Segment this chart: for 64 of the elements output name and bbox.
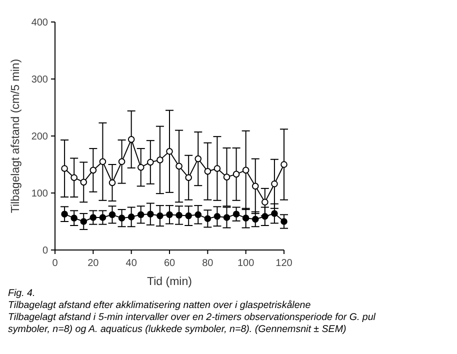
point (156, 156, 164, 164)
x-tick-label: 100 (237, 258, 255, 269)
point (204, 168, 212, 175)
point (70, 214, 78, 222)
y-tick-label: 100 (31, 188, 48, 200)
point (194, 211, 202, 218)
text: Tilbagelagt afstand i 5-min intervaller over en 2-timers observationsperiode for G. pul (8, 312, 376, 323)
point (166, 148, 173, 155)
point (214, 165, 221, 172)
point (280, 218, 288, 225)
point (108, 179, 116, 186)
y-tick-label: 300 (31, 74, 48, 86)
point (185, 212, 192, 220)
point (232, 170, 240, 178)
point (176, 162, 182, 170)
point (90, 214, 97, 221)
point (156, 212, 164, 220)
point (242, 166, 250, 174)
point (80, 178, 88, 186)
point (147, 158, 154, 166)
point (128, 136, 135, 143)
point (223, 174, 230, 180)
point (137, 211, 144, 218)
point (61, 210, 68, 218)
point (185, 174, 192, 182)
point (90, 166, 97, 174)
y-tick-label: 400 (31, 18, 48, 28)
point (214, 212, 221, 220)
point (280, 161, 288, 168)
point (252, 182, 259, 190)
x-tick-label: 120 (276, 258, 293, 269)
x-tick-label: 0 (52, 258, 58, 269)
point (223, 214, 230, 221)
point (118, 214, 126, 222)
x-tick-label: 40 (126, 258, 138, 269)
text: symboler, n=8) og A. aquaticus (lukkede symboler, n=8). (Gennemsnit ± SEM) (8, 324, 346, 335)
y-tick-label: 200 (31, 132, 48, 142)
point (108, 211, 116, 218)
point (99, 214, 106, 221)
point (166, 211, 173, 218)
point (204, 215, 212, 222)
point (80, 218, 88, 225)
point (70, 174, 78, 182)
point (61, 165, 68, 172)
point (128, 214, 135, 220)
x-tick-label: 20 (88, 258, 100, 269)
point (252, 216, 259, 223)
point (194, 155, 202, 162)
point (271, 210, 278, 217)
y-tick-label: 0 (42, 246, 48, 256)
caption: Fig. 4. (8, 288, 36, 299)
x-tick-label: 80 (202, 258, 214, 269)
point (271, 180, 278, 188)
point (147, 210, 154, 218)
point (176, 212, 182, 219)
x-tick-label: 60 (164, 258, 176, 269)
point (99, 158, 106, 166)
x-axis-title: Tid (min) (147, 276, 192, 288)
point (232, 210, 240, 218)
point (242, 214, 250, 222)
y-axis-title: Tilbagelagt afstand (cm/5 min) (10, 58, 22, 214)
point (118, 158, 126, 166)
point (137, 164, 144, 171)
text: Tilbagelagt afstand efter akklimatisering natten over i glaspetriskålene (8, 300, 312, 311)
